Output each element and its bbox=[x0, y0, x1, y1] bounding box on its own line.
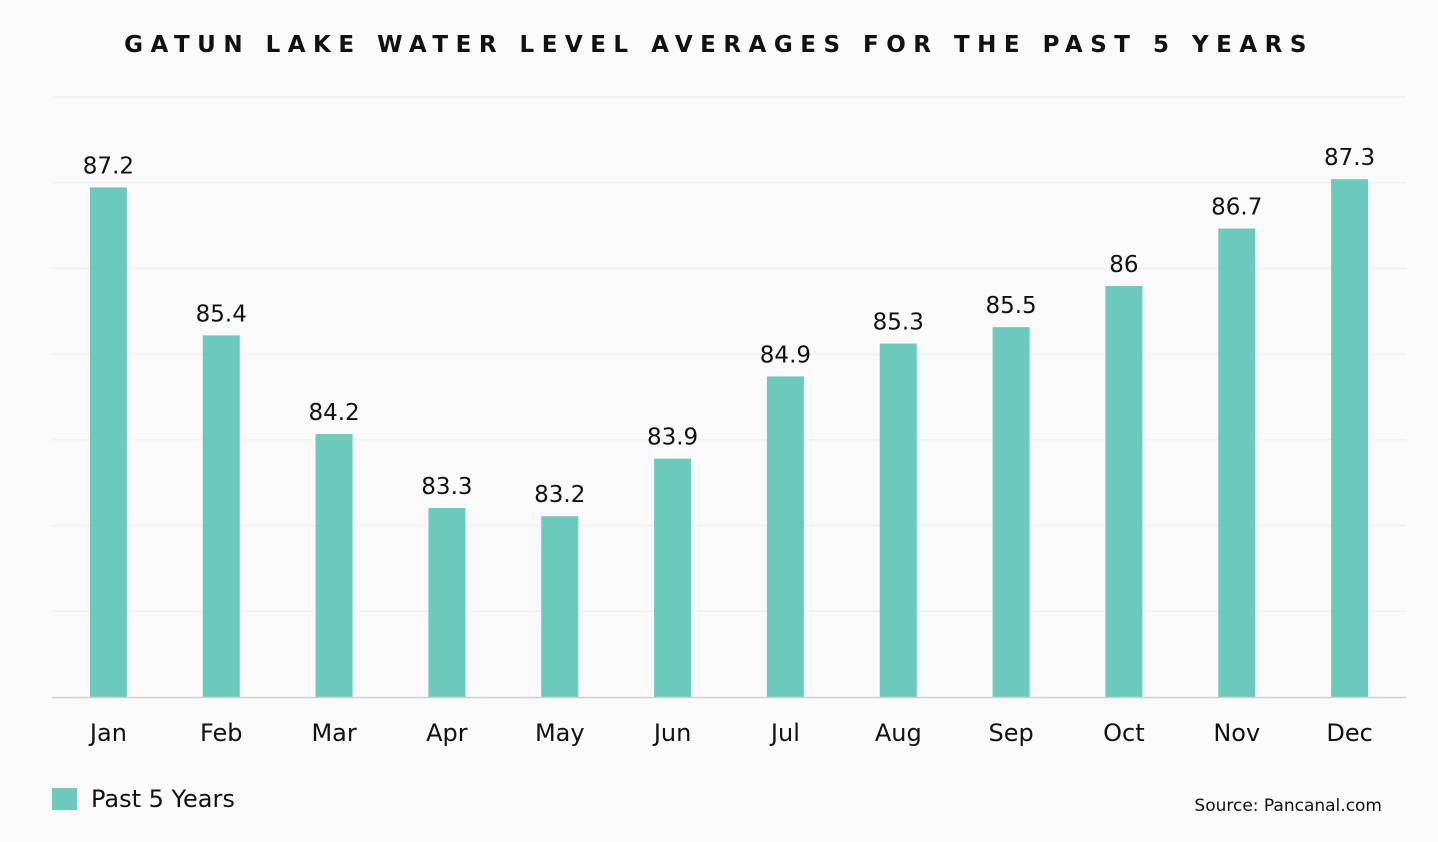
x-tick-labels: Jan Feb Mar Apr May Jun Jul Aug Sep Oct Nov Dec bbox=[88, 719, 1373, 747]
x-tick-nov: Nov bbox=[1213, 719, 1260, 747]
x-tick-apr: Apr bbox=[426, 719, 468, 747]
x-tick-sep: Sep bbox=[988, 719, 1033, 747]
x-tick-mar: Mar bbox=[311, 719, 356, 747]
x-tick-feb: Feb bbox=[200, 719, 243, 747]
data-label-jun: 83.9 bbox=[647, 425, 698, 451]
data-labels: 87.2 85.4 84.2 83.3 83.2 83.9 84.9 85.3 85.5 86 86… bbox=[83, 145, 1375, 508]
x-tick-dec: Dec bbox=[1326, 719, 1372, 747]
bar-may bbox=[541, 516, 579, 697]
data-label-may: 83.2 bbox=[534, 482, 585, 508]
data-label-apr: 83.3 bbox=[421, 474, 472, 500]
bar-nov bbox=[1218, 228, 1256, 698]
bar-jan bbox=[89, 187, 127, 698]
x-tick-aug: Aug bbox=[875, 719, 922, 747]
source-note: Source: Pancanal.com bbox=[1194, 796, 1382, 816]
data-label-aug: 85.3 bbox=[873, 310, 924, 336]
gridlines bbox=[52, 96, 1406, 612]
data-label-nov: 86.7 bbox=[1211, 195, 1262, 221]
data-label-sep: 85.5 bbox=[985, 293, 1036, 319]
bars bbox=[89, 179, 1369, 698]
legend-swatch bbox=[52, 788, 77, 810]
data-label-oct: 86 bbox=[1109, 252, 1138, 278]
legend: Past 5 Years bbox=[52, 785, 235, 813]
bar-oct bbox=[1105, 286, 1143, 697]
x-tick-oct: Oct bbox=[1103, 719, 1145, 747]
bar-feb bbox=[202, 335, 240, 697]
data-label-dec: 87.3 bbox=[1324, 145, 1375, 171]
bar-dec bbox=[1331, 179, 1369, 698]
x-tick-jan: Jan bbox=[88, 719, 127, 747]
bar-jun bbox=[654, 458, 692, 697]
x-tick-may: May bbox=[535, 719, 585, 747]
bar-jul bbox=[766, 376, 804, 697]
data-label-feb: 85.4 bbox=[196, 301, 247, 327]
x-tick-jun: Jun bbox=[652, 719, 692, 747]
data-label-jul: 84.9 bbox=[760, 342, 811, 368]
bar-mar bbox=[315, 433, 353, 697]
bar-apr bbox=[428, 507, 466, 697]
data-label-jan: 87.2 bbox=[83, 153, 134, 179]
bar-aug bbox=[879, 343, 917, 697]
bar-sep bbox=[992, 327, 1030, 697]
legend-label: Past 5 Years bbox=[91, 785, 235, 813]
x-tick-jul: Jul bbox=[769, 719, 800, 747]
data-label-mar: 84.2 bbox=[308, 400, 359, 426]
chart-title: GATUN LAKE WATER LEVEL AVERAGES FOR THE … bbox=[124, 32, 1314, 58]
